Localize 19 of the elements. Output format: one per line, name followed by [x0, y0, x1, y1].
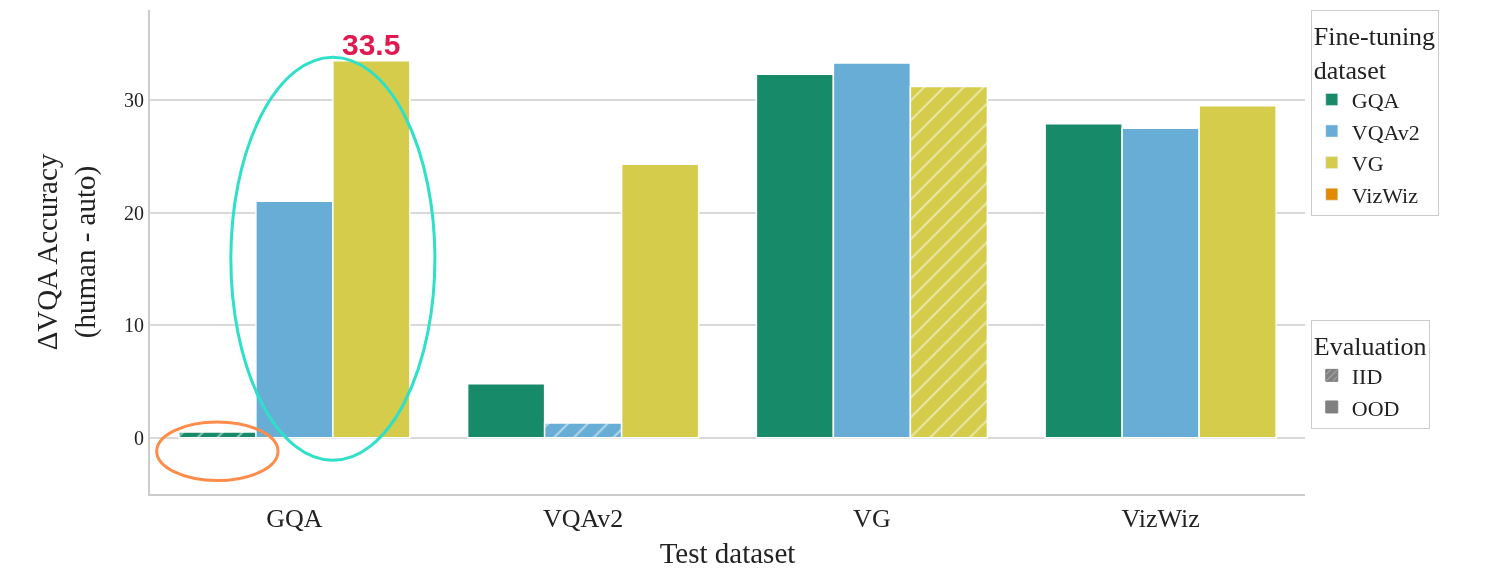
- y-axis-title: ΔVQA Accuracy (human - auto): [31, 153, 102, 351]
- y-tick-label: 10: [124, 314, 144, 337]
- legend-label: VQAv2: [1351, 119, 1420, 145]
- x-axis-title: Test dataset: [659, 536, 796, 569]
- legend-label: GQA: [1351, 87, 1400, 113]
- legend-label: VG: [1351, 151, 1384, 177]
- text: Evaluation: [1313, 331, 1427, 361]
- legend-label: VizWiz: [1351, 182, 1419, 208]
- y-tick-label: 30: [124, 89, 144, 112]
- x-tick-label: GQA: [266, 504, 323, 534]
- y-tick-label: 0: [134, 426, 144, 449]
- y-tick-label: 20: [124, 201, 144, 224]
- legend-label: IID: [1351, 363, 1383, 389]
- legend-title: Fine-tuning dataset: [1313, 21, 1436, 85]
- x-tick-label: VQAv2: [542, 504, 624, 534]
- legend-label: OOD: [1351, 395, 1400, 421]
- x-tick-label: VizWiz: [1121, 504, 1200, 534]
- annotation: 33.5: [342, 28, 401, 61]
- x-tick-label: VG: [853, 504, 891, 534]
